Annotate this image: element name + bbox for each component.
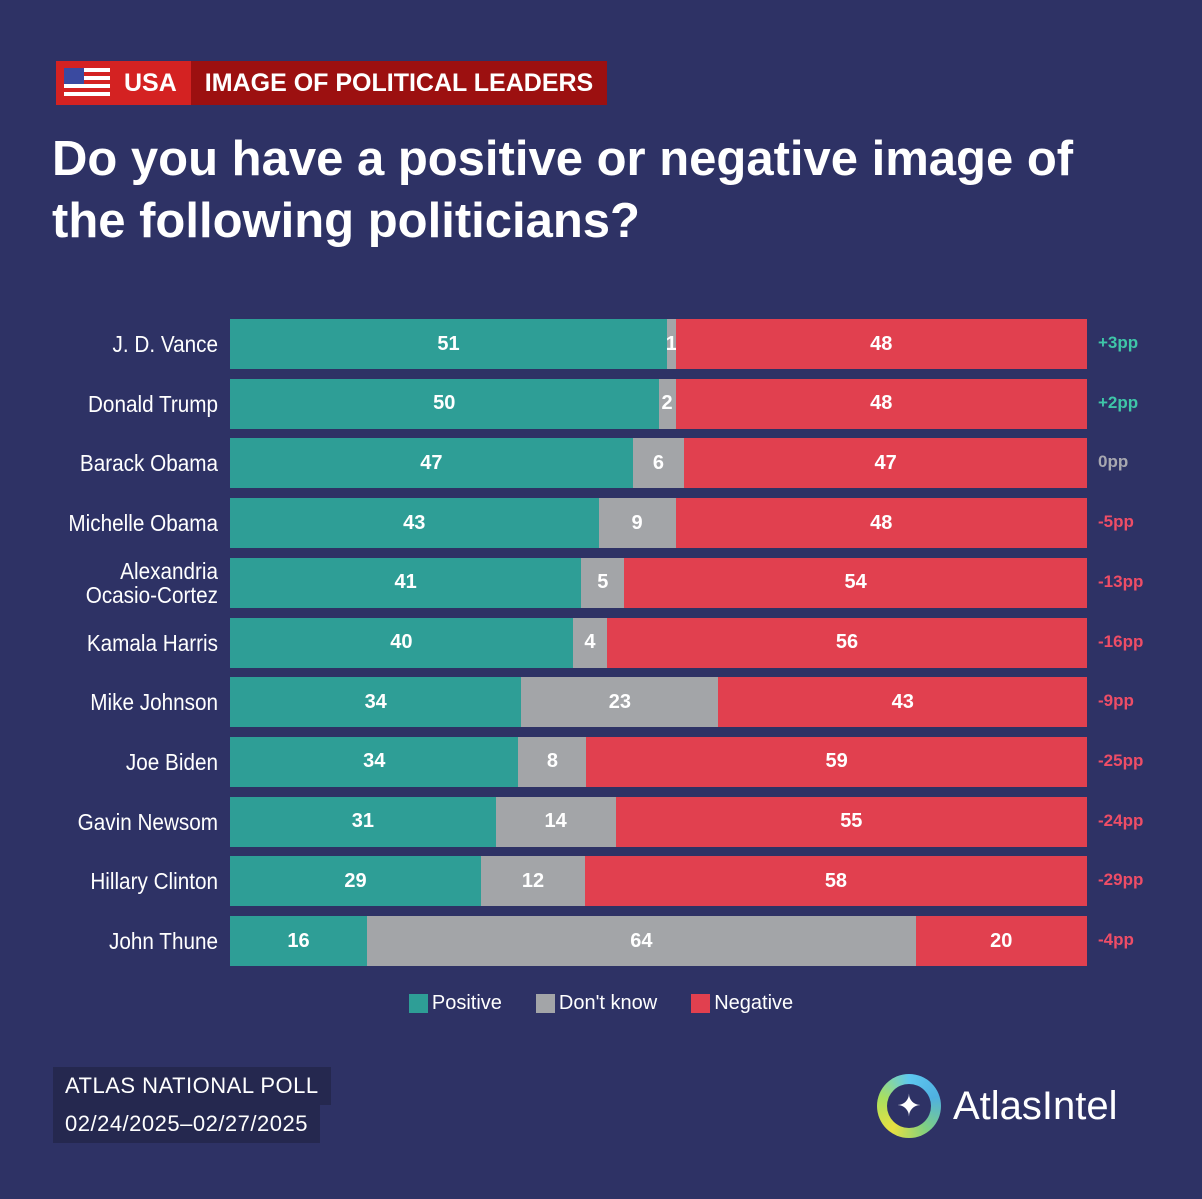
legend-positive: Positive <box>408 992 502 1015</box>
bar-negative: 20 <box>915 916 1087 966</box>
category-label: Hillary Clinton <box>90 868 218 895</box>
legend-swatch <box>535 994 555 1013</box>
compass-logo-icon: ✦ <box>877 1074 941 1138</box>
bar-dont-know: 8 <box>518 736 587 787</box>
net-difference: -13pp <box>1098 571 1144 591</box>
net-difference: +3pp <box>1098 333 1139 352</box>
category-label: Barack Obama <box>79 450 218 477</box>
poll-info: ATLAS NATIONAL POLL 02/24/2025–02/27/202… <box>53 1067 331 1143</box>
bar-dont-know: 14 <box>495 796 616 847</box>
legend-swatch <box>408 994 428 1013</box>
bar-negative: 54 <box>624 557 1087 608</box>
header-tag: USA IMAGE OF POLITICAL LEADERS <box>56 61 608 105</box>
category-label: Michelle Obama <box>68 510 219 537</box>
bar-negative: 47 <box>684 438 1087 489</box>
bar-dont-know: 4 <box>572 617 608 668</box>
legend-label: Negative <box>714 992 794 1014</box>
country-label: USA <box>124 68 177 97</box>
bar-negative: 59 <box>586 736 1087 787</box>
bar-dont-know: 1 <box>666 319 677 369</box>
bar-dont-know: 64 <box>367 916 916 966</box>
bar-negative: 43 <box>718 677 1087 728</box>
bar-positive: 47 <box>230 438 633 489</box>
legend-label: Positive <box>431 992 502 1014</box>
chart-title: Do you have a positive or negative image… <box>52 132 1074 248</box>
bar-negative: 55 <box>615 796 1087 847</box>
category-label: Alexandria Ocasio-Cortez <box>85 557 218 608</box>
bar-dont-know: 6 <box>632 438 685 489</box>
category-label: Kamala Harris <box>86 629 218 656</box>
category-label: Mike Johnson <box>90 689 218 716</box>
bar-negative: 58 <box>584 856 1087 907</box>
bar-dont-know: 9 <box>598 498 676 549</box>
bar-positive: 34 <box>230 677 522 728</box>
legend: Positive Don't know Negative <box>0 992 1202 1015</box>
bar-positive: 29 <box>230 856 482 907</box>
bar-positive: 31 <box>230 796 496 847</box>
bar-positive: 43 <box>230 498 599 549</box>
atlasintel-logo: ✦ AtlasIntel <box>877 1074 1118 1138</box>
bar-dont-know: 12 <box>481 856 585 907</box>
poll-name: ATLAS NATIONAL POLL <box>53 1067 331 1105</box>
bar-positive: 34 <box>230 736 519 787</box>
topic-label: IMAGE OF POLITICAL LEADERS <box>190 61 608 105</box>
bar-dont-know: 2 <box>658 378 676 429</box>
legend-negative: Negative <box>691 992 793 1015</box>
bar-positive: 50 <box>230 378 659 429</box>
net-difference: -29pp <box>1098 870 1144 890</box>
net-difference: -4pp <box>1098 930 1134 949</box>
poll-dates: 02/24/2025–02/27/2025 <box>53 1105 320 1143</box>
legend-dont-know: Don't know <box>535 992 658 1015</box>
bar-dont-know: 5 <box>581 557 625 608</box>
bar-positive: 40 <box>230 617 573 668</box>
country-badge: USA <box>56 61 191 105</box>
us-flag-icon <box>64 68 110 98</box>
net-difference: +2pp <box>1098 392 1139 412</box>
bar-dont-know: 23 <box>521 677 719 728</box>
category-label: Donald Trump <box>87 390 218 417</box>
bar-negative: 56 <box>607 617 1087 668</box>
bar-positive: 51 <box>230 319 668 369</box>
bar-negative: 48 <box>675 498 1087 549</box>
bar-positive: 41 <box>230 557 582 608</box>
bar-negative: 48 <box>675 319 1087 369</box>
bar-negative: 48 <box>675 378 1087 429</box>
net-difference: -9pp <box>1098 691 1134 711</box>
category-label: Gavin Newsom <box>77 808 218 835</box>
category-label: John Thune <box>109 928 218 954</box>
brand-name: AtlasIntel <box>953 1083 1118 1128</box>
net-difference: -25pp <box>1098 750 1144 770</box>
legend-swatch <box>691 994 711 1013</box>
bar-positive: 16 <box>230 916 368 966</box>
net-difference: 0pp <box>1098 452 1129 472</box>
legend-label: Don't know <box>558 992 658 1014</box>
net-difference: -24pp <box>1098 810 1144 830</box>
category-label: J. D. Vance <box>112 331 218 357</box>
category-label: Joe Biden <box>125 748 218 775</box>
net-difference: -16pp <box>1098 631 1144 651</box>
net-difference: -5pp <box>1098 512 1134 532</box>
